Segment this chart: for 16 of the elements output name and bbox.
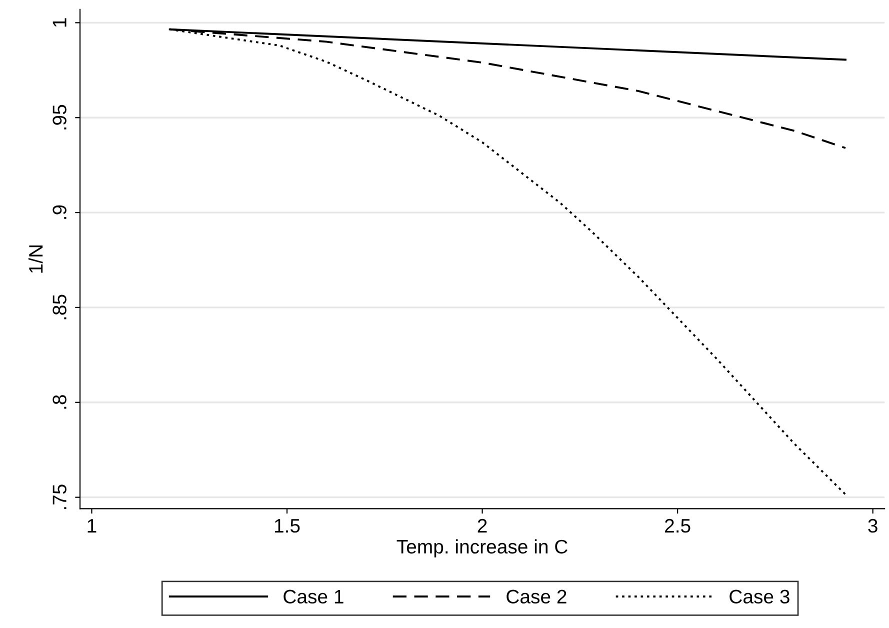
legend-label: Case 2 [506,590,566,604]
y-tick-label: 1 [52,18,66,27]
y-tick-label: .8 [52,395,66,409]
y-tick-label: .75 [52,484,66,510]
y-tick-label: .85 [52,294,66,320]
x-tick-label: 1 [88,519,96,532]
x-axis-title: Temp. increase in C [396,539,568,558]
y-tick-label: .9 [52,205,66,219]
x-tick-label: 2 [478,518,487,532]
y-tick-label: .95 [52,104,66,130]
legend-label: Case 1 [284,590,344,604]
y-axis-title: 1/N [28,246,43,273]
x-tick-label: 1.5 [274,519,300,533]
legend-label: Case 3 [730,590,790,604]
x-tick-label: 2.5 [665,518,690,533]
x-tick-label: 3 [868,518,878,533]
